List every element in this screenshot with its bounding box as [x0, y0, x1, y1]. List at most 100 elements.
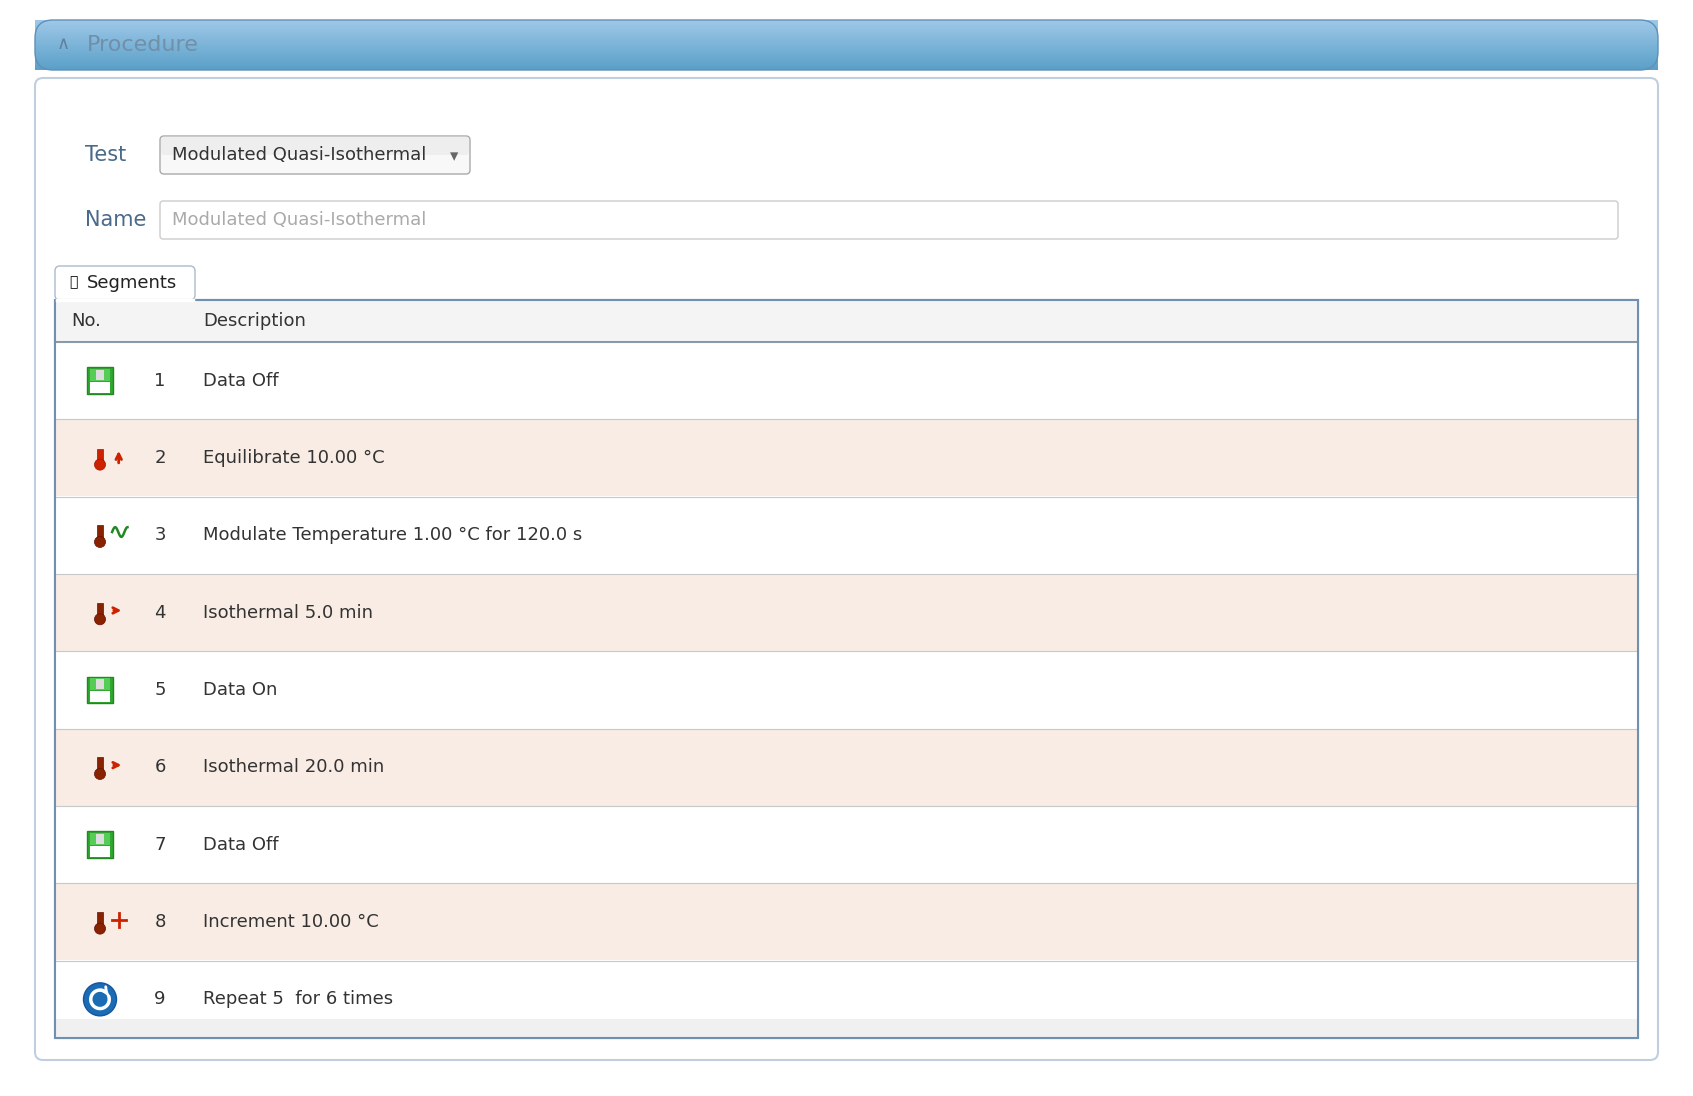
Bar	[36, 20, 1657, 21]
Bar	[56, 496, 1637, 573]
Bar	[36, 65, 1657, 66]
Bar	[36, 59, 1657, 60]
Bar	[36, 43, 1657, 44]
Bar	[36, 25, 1657, 27]
Bar	[36, 27, 1657, 28]
Text: ▾: ▾	[450, 147, 459, 165]
Text: 2: 2	[154, 449, 166, 467]
Bar	[36, 37, 1657, 38]
Bar	[36, 39, 1657, 41]
Bar	[36, 22, 1657, 23]
Text: Procedure: Procedure	[86, 35, 198, 55]
Circle shape	[95, 536, 105, 548]
Bar	[36, 34, 1657, 35]
Bar	[36, 36, 1657, 37]
Text: Data Off: Data Off	[203, 372, 279, 390]
Text: Repeat 5  for 6 times: Repeat 5 for 6 times	[203, 991, 393, 1008]
Bar	[36, 54, 1657, 55]
Bar	[36, 65, 1657, 66]
Bar	[36, 56, 1657, 57]
Bar	[36, 23, 1657, 24]
Text: Modulated Quasi-Isothermal: Modulated Quasi-Isothermal	[173, 146, 427, 164]
Bar	[36, 22, 1657, 23]
Bar	[56, 651, 1637, 728]
Bar	[56, 420, 1637, 496]
Circle shape	[95, 768, 105, 779]
Text: Segments: Segments	[86, 274, 178, 292]
Bar	[97, 912, 103, 928]
Bar	[90, 368, 110, 380]
Bar	[90, 381, 110, 392]
Bar	[36, 28, 1657, 30]
FancyBboxPatch shape	[161, 137, 469, 155]
Text: ∧: ∧	[56, 35, 69, 53]
Bar	[36, 62, 1657, 64]
Bar	[36, 30, 1657, 32]
Text: Modulate Temperature 1.00 °C for 120.0 s: Modulate Temperature 1.00 °C for 120.0 s	[203, 526, 582, 545]
Bar	[36, 48, 1657, 49]
Bar	[36, 67, 1657, 68]
Bar	[36, 68, 1657, 69]
Bar	[97, 757, 103, 774]
Bar	[36, 45, 1657, 46]
Text: Data Off: Data Off	[203, 835, 279, 854]
Text: No.: No.	[71, 312, 102, 330]
Text: 🔥: 🔥	[69, 275, 78, 289]
Bar	[36, 54, 1657, 55]
Bar	[36, 62, 1657, 64]
Circle shape	[83, 983, 117, 1016]
Bar	[36, 42, 1657, 43]
Bar	[97, 449, 103, 465]
Bar	[36, 64, 1657, 65]
Bar	[36, 38, 1657, 39]
Bar	[56, 961, 1637, 1038]
Bar	[36, 64, 1657, 65]
Bar	[36, 24, 1657, 25]
Circle shape	[95, 614, 105, 625]
Text: Equilibrate 10.00 °C: Equilibrate 10.00 °C	[203, 449, 384, 467]
Bar	[36, 34, 1657, 36]
Bar	[36, 49, 1657, 50]
Bar	[36, 27, 1657, 28]
Bar	[36, 67, 1657, 68]
Bar	[36, 21, 1657, 22]
Text: Description: Description	[203, 312, 306, 330]
Bar	[36, 66, 1657, 67]
Bar	[36, 23, 1657, 24]
Bar	[56, 729, 1637, 806]
FancyBboxPatch shape	[161, 201, 1619, 239]
Text: Isothermal 5.0 min: Isothermal 5.0 min	[203, 604, 372, 621]
Bar	[36, 46, 1657, 47]
Bar	[36, 32, 1657, 33]
Text: 6: 6	[154, 758, 166, 776]
Bar	[54, 300, 1639, 1038]
Bar	[56, 1019, 1637, 1037]
Bar	[36, 20, 1657, 21]
Bar	[86, 367, 113, 393]
Bar	[36, 45, 1657, 46]
Bar	[56, 574, 1637, 651]
Text: 3: 3	[154, 526, 166, 545]
Bar	[36, 47, 1657, 48]
Text: 7: 7	[154, 835, 166, 854]
Bar	[36, 52, 1657, 53]
Text: Name: Name	[85, 210, 146, 230]
Bar	[86, 677, 113, 704]
Bar	[56, 342, 1637, 419]
Bar	[36, 59, 1657, 60]
FancyBboxPatch shape	[161, 136, 471, 174]
Text: 8: 8	[154, 913, 166, 931]
Bar	[36, 24, 1657, 25]
Bar	[56, 806, 1637, 883]
Bar	[36, 49, 1657, 50]
Text: 1: 1	[154, 372, 166, 390]
Bar	[36, 32, 1657, 33]
Bar	[36, 60, 1657, 61]
Bar	[36, 38, 1657, 39]
Bar	[56, 883, 1637, 960]
Text: Increment 10.00 °C: Increment 10.00 °C	[203, 913, 379, 931]
Bar	[36, 50, 1657, 52]
Bar	[95, 680, 105, 689]
Text: Modulated Quasi-Isothermal: Modulated Quasi-Isothermal	[173, 212, 427, 229]
Bar	[36, 33, 1657, 34]
